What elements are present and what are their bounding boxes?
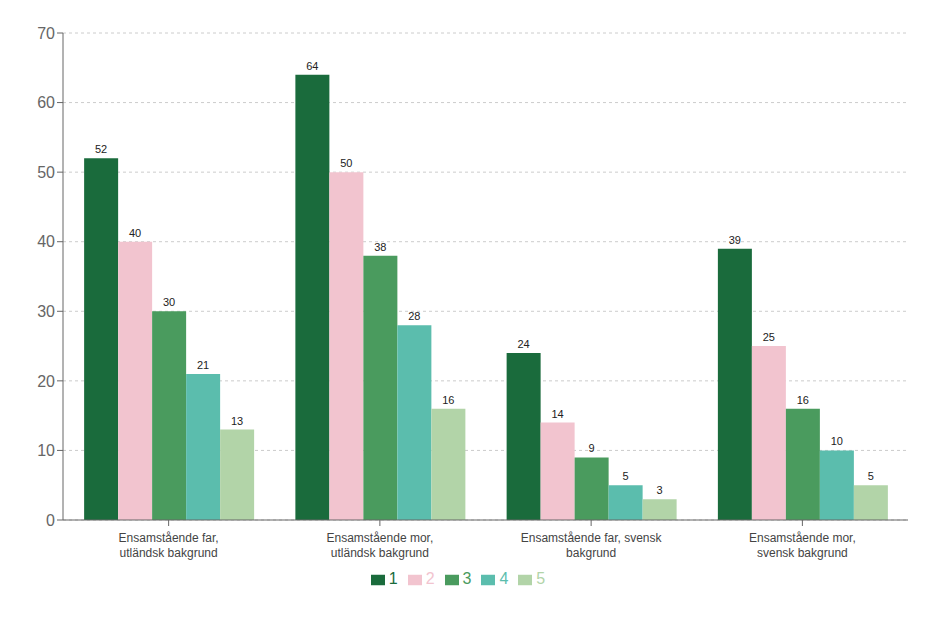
svg-text:21: 21: [197, 359, 209, 371]
svg-text:Ensamstående mor,utländsk bakg: Ensamstående mor,utländsk bakgrund: [327, 531, 434, 560]
svg-text:14: 14: [552, 408, 564, 420]
svg-text:40: 40: [37, 233, 55, 250]
svg-text:Ensamstående far,utländsk bakg: Ensamstående far,utländsk bakgrund: [119, 531, 219, 560]
svg-text:5: 5: [623, 470, 629, 482]
svg-text:16: 16: [442, 394, 454, 406]
svg-text:40: 40: [129, 227, 141, 239]
svg-text:70: 70: [37, 25, 55, 42]
svg-text:30: 30: [163, 296, 175, 308]
svg-text:3: 3: [657, 484, 663, 496]
svg-text:10: 10: [831, 435, 843, 447]
svg-text:38: 38: [374, 241, 386, 253]
svg-text:20: 20: [37, 373, 55, 390]
svg-text:13: 13: [231, 415, 243, 427]
svg-text:9: 9: [589, 442, 595, 454]
svg-text:50: 50: [340, 157, 352, 169]
svg-text:0: 0: [46, 512, 55, 529]
html-text:5: 5: [536, 570, 546, 587]
svg-text:5: 5: [868, 470, 874, 482]
html-text:3: 3: [462, 570, 472, 587]
svg-text:28: 28: [408, 310, 420, 322]
svg-text:25: 25: [763, 331, 775, 343]
svg-text:30: 30: [37, 303, 55, 320]
html-text:2: 2: [425, 570, 435, 587]
svg-text:16: 16: [797, 394, 809, 406]
svg-text:52: 52: [95, 143, 107, 155]
html-text:4: 4: [499, 570, 509, 587]
svg-text:24: 24: [518, 338, 530, 350]
html-text:1: 1: [388, 570, 398, 587]
svg-text:50: 50: [37, 164, 55, 181]
svg-text:10: 10: [37, 442, 55, 459]
svg-text:64: 64: [306, 60, 318, 72]
svg-text:Ensamstående mor,svensk bakgru: Ensamstående mor,svensk bakgrund: [749, 531, 856, 560]
svg-text:60: 60: [37, 94, 55, 111]
svg-text:Ensamstående far, svenskbakgru: Ensamstående far, svenskbakgrund: [521, 531, 663, 560]
svg-text:39: 39: [729, 234, 741, 246]
